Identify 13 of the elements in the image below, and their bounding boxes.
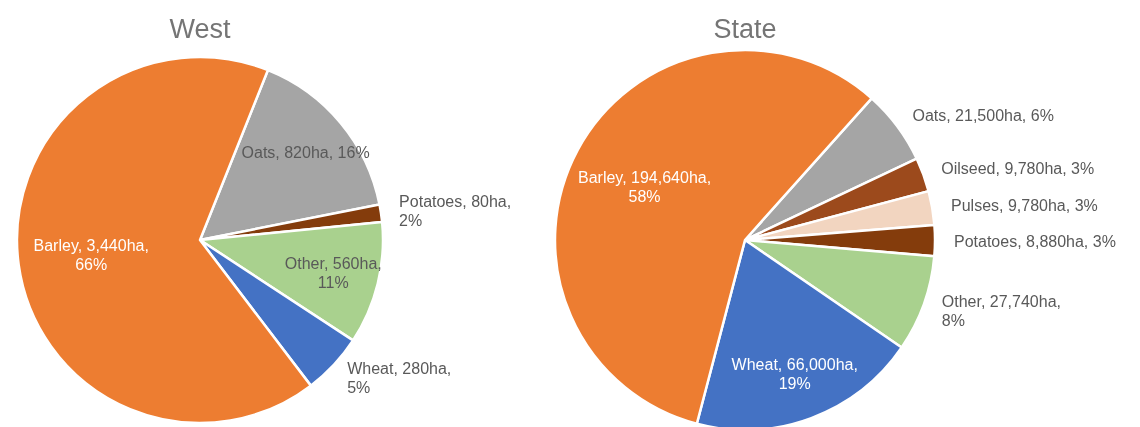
slice-label: Barley, 3,440ha, 66% [33,237,149,274]
slice-label: Wheat, 280ha, 5% [347,359,452,396]
chart-title: West [169,14,231,44]
slice-label: Other, 560ha, 11% [284,255,382,292]
slice-label: Pulses, 9,780ha, 3% [951,196,1098,214]
slice-label: Other, 27,740ha, 8% [941,292,1061,329]
slice-label: Oilseed, 9,780ha, 3% [941,160,1095,178]
chart-title: State [713,14,777,44]
slice-label: Oats, 21,500ha, 6% [912,106,1054,124]
slice-label: Potatoes, 80ha, 2% [399,192,512,229]
slice-label: Potatoes, 8,880ha, 3% [954,232,1116,250]
slice-label: Wheat, 66,000ha, 19% [731,356,858,393]
slice-label: Barley, 194,640ha, 58% [578,168,712,205]
